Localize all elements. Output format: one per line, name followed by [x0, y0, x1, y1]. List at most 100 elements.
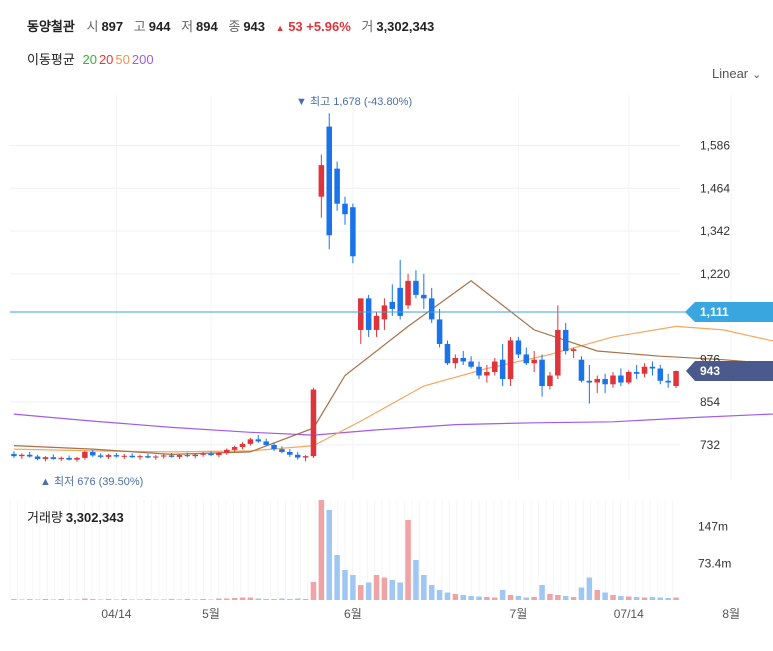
candle-body — [555, 329, 561, 376]
candle-body — [105, 455, 112, 457]
candle-body — [208, 453, 214, 456]
y-tick-label: 1,220 — [700, 267, 730, 281]
candle-body — [255, 439, 262, 442]
candle-body — [389, 301, 396, 309]
volume-bar — [389, 580, 396, 600]
candle-body — [342, 203, 348, 215]
candle-body — [649, 366, 656, 369]
candle-body — [578, 359, 585, 381]
candle-body — [665, 380, 671, 383]
candle-body — [279, 449, 285, 452]
candle-body — [153, 456, 159, 458]
y-tick-label: 1,586 — [700, 138, 730, 152]
candle-body — [547, 375, 553, 387]
candle-body — [271, 444, 277, 450]
candle-body — [428, 298, 435, 320]
candle-body — [657, 368, 664, 381]
volume-bar — [633, 597, 640, 600]
candle-body — [507, 340, 514, 380]
candle-body — [633, 372, 640, 374]
volume-bar — [310, 582, 317, 600]
volume-bar — [42, 599, 49, 600]
volume-panel-label: 거래량 — [27, 510, 63, 525]
candle-body — [200, 453, 206, 455]
volume-bar — [523, 597, 530, 600]
current-price-tag — [686, 360, 773, 381]
y-tick-label: 1,464 — [700, 181, 730, 195]
volume-bar — [192, 599, 198, 600]
candle-body — [397, 287, 403, 316]
ma-legend-item-50[interactable]: 50 — [115, 52, 130, 67]
volume-bar — [358, 585, 364, 600]
volume-bar — [350, 575, 356, 600]
candle-body — [224, 449, 230, 453]
candle-body — [129, 455, 135, 458]
volume-bar — [318, 500, 325, 600]
volume-bar — [216, 598, 222, 600]
candle-body — [358, 298, 364, 330]
stock-name: 동양철관 — [27, 19, 75, 34]
volume-bar — [294, 598, 301, 600]
high-label: 고 — [133, 19, 146, 34]
candle-body — [586, 380, 593, 383]
candle-body — [239, 443, 246, 448]
candle-body — [531, 359, 537, 364]
candle-body — [58, 457, 64, 459]
volume-bar — [271, 599, 277, 600]
volume-bar — [58, 599, 64, 600]
candle-body — [499, 359, 506, 380]
volume-bar — [224, 598, 230, 600]
volume-bar — [499, 590, 506, 600]
volume-bar — [665, 598, 671, 600]
candle-body — [460, 357, 466, 362]
y-tick-label: 732 — [700, 438, 720, 452]
volume-bar — [137, 599, 143, 600]
candle-body — [97, 455, 104, 457]
volume-bar — [200, 599, 206, 600]
scale-selector[interactable]: Linear ⌄ — [712, 66, 761, 81]
volume-bar — [468, 596, 474, 600]
volume-bar — [618, 596, 624, 600]
volume-bar — [326, 510, 332, 600]
candle-body — [515, 340, 522, 355]
current-price-label: 943 — [700, 364, 720, 378]
volume-bar — [145, 599, 151, 600]
candle-body — [192, 454, 198, 457]
stock-quote-header: 동양철관 시 897 고 944 저 894 종 943 ▲ 53 +5.96% 거 3,… — [27, 16, 441, 35]
candle-body — [19, 454, 25, 457]
volume-bar — [287, 599, 293, 600]
ma-legend-item-20-green[interactable]: 20 — [82, 52, 97, 67]
volume-bar — [484, 597, 490, 600]
candle-body — [523, 354, 530, 364]
candle-body — [121, 455, 128, 457]
ma-legend-item-20-red[interactable]: 20 — [98, 52, 114, 67]
candle-body — [11, 454, 17, 457]
moving-average-legend: 이동평균 20 20 50 200 — [27, 49, 158, 68]
candle-body — [594, 379, 600, 383]
x-tick-label: 8월 — [722, 607, 740, 621]
volume-bar — [657, 597, 664, 600]
chevron-down-icon: ⌄ — [752, 69, 762, 81]
candle-body — [373, 315, 380, 330]
volume-bar — [26, 599, 33, 600]
volume-bar — [160, 599, 167, 600]
volume-value: 3,302,343 — [376, 19, 435, 34]
candle-body — [137, 456, 143, 458]
candle-body — [421, 294, 427, 299]
volume-bar — [594, 590, 600, 600]
volume-bar — [208, 599, 214, 600]
candle-body — [145, 456, 151, 458]
open-value: 897 — [101, 19, 124, 34]
volume-bar — [586, 577, 593, 600]
volume-bar — [334, 555, 340, 600]
high-annotation: ▼ 최고 1,678 (-43.80%) — [296, 95, 412, 108]
volume-bar — [34, 599, 41, 600]
candle-body — [562, 329, 569, 351]
candle-body — [82, 451, 88, 458]
ma-legend-item-200[interactable]: 200 — [131, 52, 154, 67]
volume-bar — [641, 597, 648, 600]
volume-bar — [74, 599, 80, 600]
candle-body — [468, 361, 474, 367]
volume-bar — [413, 560, 419, 600]
